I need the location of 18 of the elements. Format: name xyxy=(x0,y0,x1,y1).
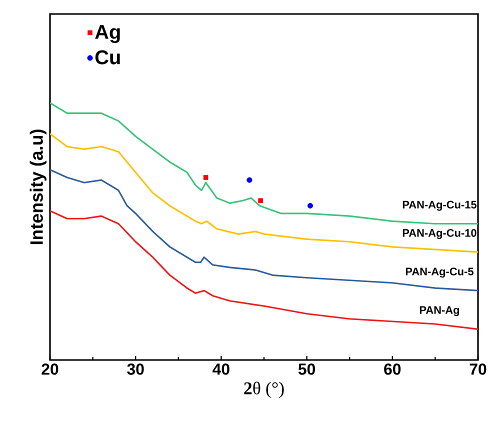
x-axis-title: 2θ (°) xyxy=(244,382,284,398)
x-tick-label: 30 xyxy=(127,364,144,375)
series-label: PAN-Ag-Cu-15 xyxy=(402,200,477,211)
x-tick-label: 20 xyxy=(42,364,58,375)
series-label: PAN-Ag-Cu-10 xyxy=(402,229,476,240)
point xyxy=(246,177,252,183)
point xyxy=(307,202,314,209)
x-tick-label: 60 xyxy=(384,364,401,375)
x-tick-label: 70 xyxy=(470,364,486,375)
series-label: PAN-Ag-Cu-5 xyxy=(406,268,474,278)
series-label: PAN-Ag xyxy=(420,306,460,316)
point xyxy=(203,175,208,180)
legend-label: Ag xyxy=(95,25,120,44)
x-tick-label: 40 xyxy=(212,364,230,375)
y-axis-title: Intensity (a.u) xyxy=(30,130,46,244)
x-tick-label: 50 xyxy=(298,364,316,375)
legend-label: Cu xyxy=(95,50,120,64)
point xyxy=(258,198,263,204)
